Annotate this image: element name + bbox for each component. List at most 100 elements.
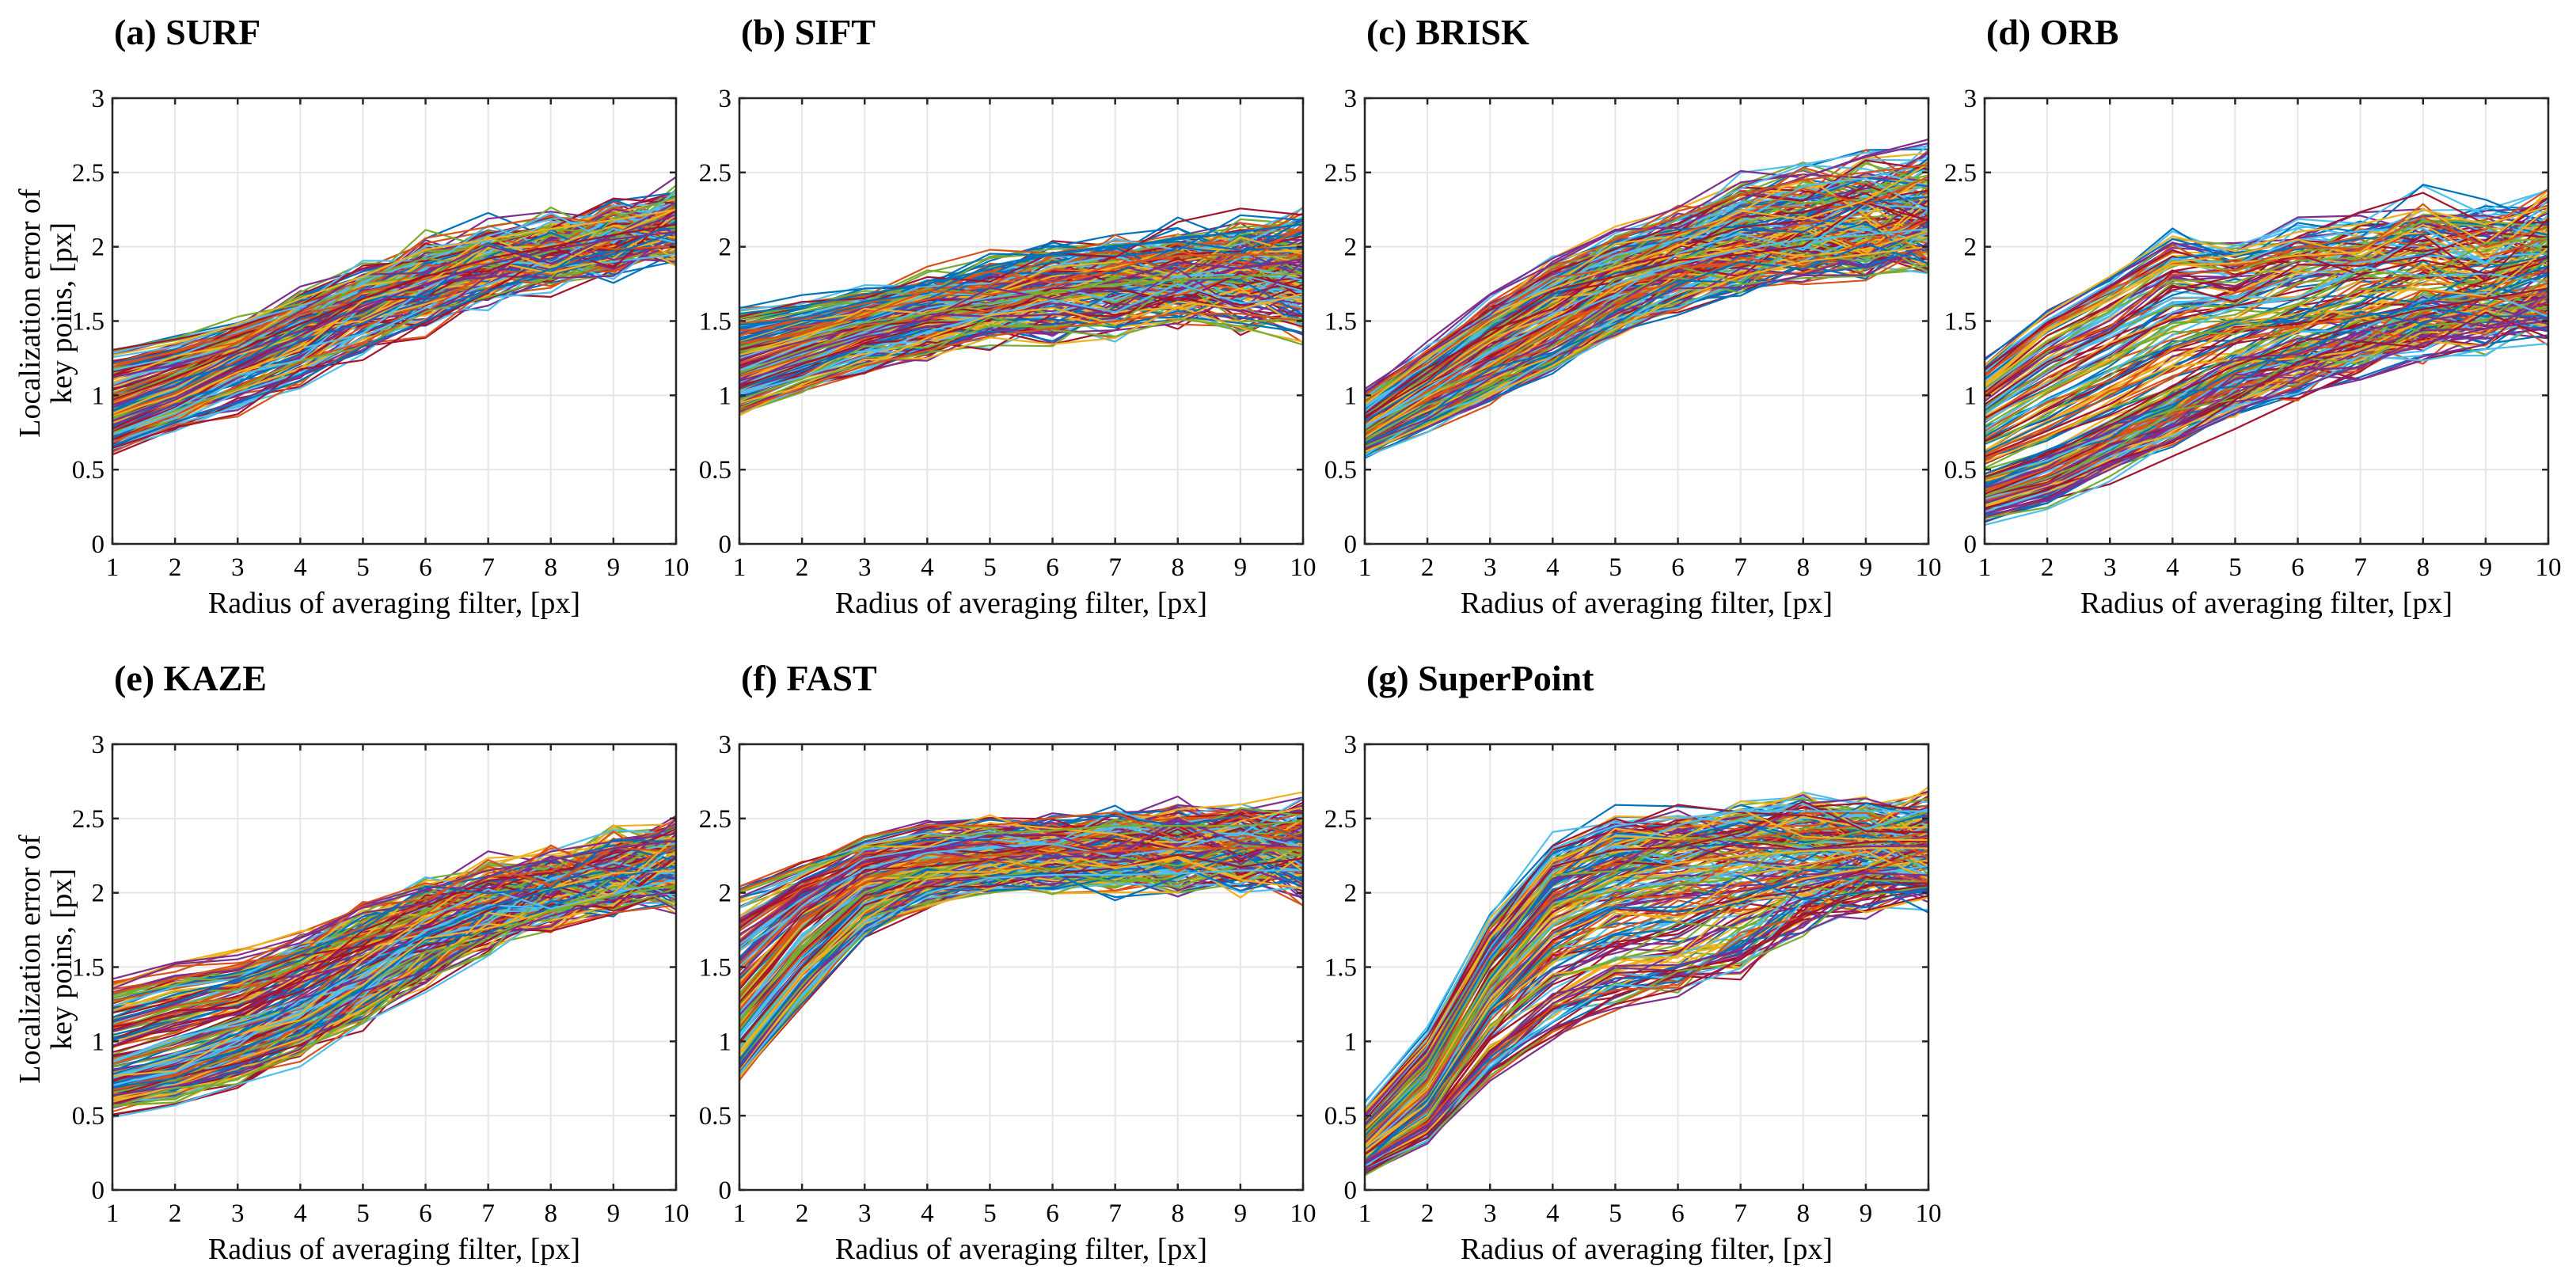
y-tick-label: 3 [1964, 85, 1978, 113]
x-tick-label: 10 [1916, 553, 1942, 582]
x-tick-label: 5 [1609, 553, 1622, 582]
series-line [1365, 849, 1928, 1162]
panel-5: (e) KAZE 1 2 3 4 5 6 7 8 9 10 0 0.5 1 1.5 2 2.5 3 Radius o… [13, 658, 690, 1266]
series-line [739, 272, 1303, 389]
series-group [1365, 139, 1928, 459]
x-tick-label: 1 [1358, 553, 1372, 582]
series-line [1985, 265, 2548, 434]
series-line [112, 846, 676, 1088]
series-line [1365, 877, 1928, 1157]
series-line [739, 223, 1303, 345]
x-tick-label: 8 [1797, 1199, 1810, 1228]
series-line [112, 861, 676, 1086]
series-line [112, 838, 676, 1022]
series-line [112, 836, 676, 1077]
series-line [1365, 831, 1928, 1145]
series-line [1365, 850, 1928, 1148]
x-tick-label: 1 [1358, 1199, 1372, 1228]
series-line [739, 240, 1303, 329]
y-tick-label: 1.5 [699, 308, 731, 336]
series-line [739, 215, 1303, 311]
series-line [112, 214, 676, 378]
x-tick-label: 6 [1046, 1199, 1059, 1228]
x-tick-label: 2 [169, 553, 182, 582]
series-line [739, 843, 1303, 1021]
y-tick-label: 2.5 [72, 159, 104, 188]
series-line [112, 208, 676, 424]
x-tick-label: 7 [1108, 1199, 1122, 1228]
series-line [112, 200, 676, 386]
series-line [1985, 231, 2548, 405]
y-tick-label: 1.5 [699, 954, 731, 983]
series-line [739, 817, 1303, 976]
y-tick-label: 0.5 [699, 456, 731, 485]
x-tick-label: 2 [796, 1199, 809, 1228]
series-line [739, 283, 1303, 396]
x-tick-label: 5 [983, 553, 997, 582]
series-line [1985, 205, 2548, 367]
series-line [1985, 276, 2548, 497]
series-line [1985, 238, 2548, 400]
y-tick-label: 0 [1964, 530, 1978, 559]
y-tick-label: 2.5 [72, 805, 104, 834]
series-line [1985, 222, 2548, 396]
series-line [1365, 884, 1928, 1169]
y-tick-label: 1.5 [72, 954, 104, 983]
y-tick-label: 1 [1344, 382, 1358, 410]
series-line [739, 843, 1303, 1055]
series-line [1365, 219, 1928, 437]
series-line [1365, 222, 1928, 439]
series-line [1985, 315, 2548, 478]
panel-3: (c) BRISK 1 2 3 4 5 6 7 8 9 10 0 0.5 1 1.5 2 2.5 3 Radius … [1324, 12, 1942, 620]
y-tick-label: 1.5 [1324, 308, 1357, 336]
series-line [1365, 201, 1928, 428]
series-line [1985, 320, 2548, 519]
series-line [1985, 291, 2548, 477]
x-tick-label: 5 [983, 1199, 997, 1228]
series-line [739, 853, 1303, 1062]
x-tick-label: 3 [231, 553, 245, 582]
series-line [1985, 290, 2548, 507]
series-line [739, 248, 1303, 355]
x-tick-label: 7 [481, 553, 495, 582]
series-line [1365, 241, 1928, 446]
series-line [112, 221, 676, 412]
series-line [1985, 221, 2548, 390]
series-line [1985, 258, 2548, 479]
x-tick-label: 10 [1916, 1199, 1942, 1228]
series-line [739, 827, 1303, 929]
series-line [739, 272, 1303, 374]
series-line [1985, 215, 2548, 396]
series-line [1365, 864, 1928, 1166]
y-tick-label: 0.5 [72, 456, 104, 485]
series-line [739, 223, 1303, 315]
panel-6: (f) FAST 1 2 3 4 5 6 7 8 9 10 0 0.5 1 1.5 2 2.5 3 Radius o… [699, 658, 1316, 1266]
y-tick-label: 0 [1344, 1176, 1358, 1205]
series-line [1985, 184, 2548, 367]
x-tick-label: 9 [1234, 553, 1248, 582]
series-line [1365, 797, 1928, 1123]
series-group [739, 207, 1303, 416]
x-tick-label: 7 [1734, 1199, 1747, 1228]
series-line [1365, 177, 1928, 411]
series-line [1365, 866, 1928, 1167]
y-tick-label: 1 [1344, 1028, 1358, 1056]
x-tick-label: 2 [796, 553, 809, 582]
series-line [112, 223, 676, 401]
series-line [739, 253, 1303, 337]
x-tick-label: 10 [2536, 553, 2562, 582]
series-line [1365, 176, 1928, 402]
y-tick-label: 3 [719, 85, 732, 113]
y-tick-label: 0 [92, 1176, 105, 1205]
x-tick-label: 4 [921, 553, 934, 582]
x-axis-label: Radius of averaging filter, [px] [2080, 587, 2453, 620]
series-line [739, 812, 1303, 891]
x-tick-label: 5 [356, 1199, 370, 1228]
x-tick-label: 1 [733, 1199, 747, 1228]
series-line [112, 206, 676, 444]
series-line [112, 208, 676, 356]
series-line [739, 850, 1303, 1053]
x-tick-label: 7 [481, 1199, 495, 1228]
x-tick-label: 7 [1734, 553, 1747, 582]
